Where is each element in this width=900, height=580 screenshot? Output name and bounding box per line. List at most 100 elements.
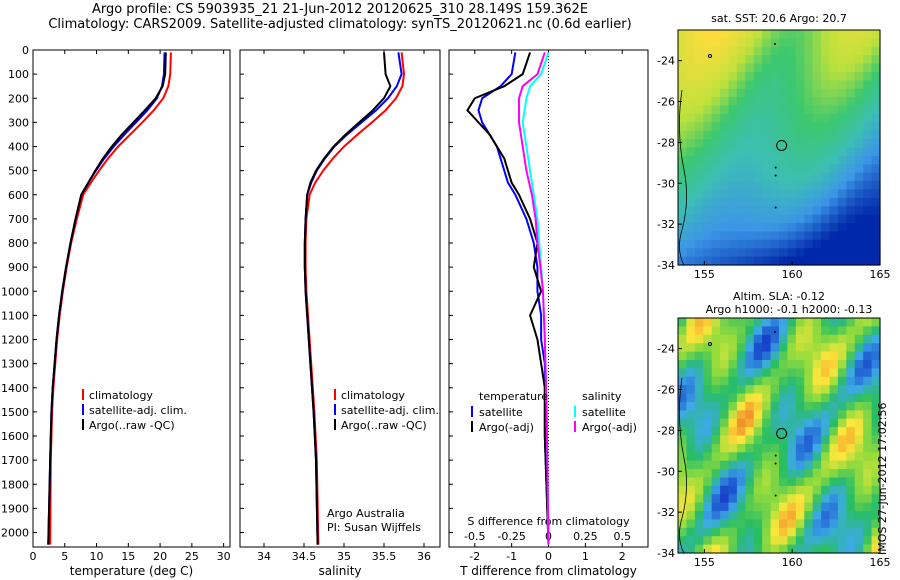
y-tick-label: 900 (8, 261, 29, 274)
x-tick-label: 34 (257, 550, 271, 563)
coastline (679, 377, 687, 554)
x-tick-label: 155 (694, 268, 715, 281)
x-tick-label: 34.5 (292, 550, 317, 563)
y-tick-label: 100 (8, 68, 29, 81)
argo-position-marker (776, 139, 788, 151)
top-axis-tick-label: 0.25 (573, 530, 598, 543)
y-tick-label: -30 (657, 177, 675, 190)
series-line (47, 52, 167, 545)
plot-frame (239, 49, 441, 548)
y-tick-label: 1400 (1, 382, 29, 395)
map-frame (677, 317, 881, 554)
y-tick-label: 800 (8, 237, 29, 250)
x-tick-label: 160 (782, 556, 803, 569)
y-tick-label: 1200 (1, 334, 29, 347)
x-tick-label: 35 (337, 550, 351, 563)
series-line (303, 52, 392, 545)
legend-label: Argo(..raw -QC) (341, 419, 427, 432)
y-tick-label: 300 (8, 116, 29, 129)
x-tick-label: 25 (185, 550, 199, 563)
legend-label: Argo(..raw -QC) (89, 419, 175, 432)
legend-label: satellite-adj. clim. (89, 404, 187, 417)
x-tick-label: 155 (694, 556, 715, 569)
y-tick-label: 600 (8, 189, 29, 202)
x-tick-label: 165 (870, 268, 891, 281)
plot-frame (448, 49, 649, 548)
coastline (679, 89, 687, 266)
x-tick-label: 15 (121, 550, 135, 563)
x-axis-label: salinity (318, 564, 361, 578)
panel-temperature: 0 5 10 15 20 25 300100200300400500600700800900… (1, 44, 231, 578)
y-tick-label: -24 (657, 343, 675, 356)
panel-salinity: 34 34.5 35 35.5 36 salinity climatology satelli… (239, 49, 441, 578)
annotation-line2: PI: Susan Wijffels (327, 521, 421, 534)
x-axis-label: T difference from climatology (459, 564, 637, 578)
y-tick-label: 700 (8, 213, 29, 226)
legend-label: satellite (582, 406, 626, 419)
y-tick-label: -30 (657, 465, 675, 478)
track-dot (708, 54, 712, 58)
series-line (518, 52, 550, 545)
y-tick-label: 1100 (1, 309, 29, 322)
legend-label: satellite-adj. clim. (341, 404, 439, 417)
y-tick-label: 0 (22, 44, 29, 57)
top-axis-tick-label: -0.25 (497, 530, 525, 543)
legend-label: satellite (479, 406, 523, 419)
track-dot (774, 166, 777, 169)
panel-sla-map: 155 160 165 -24 -26 -28 -30 -32 -34 (657, 317, 891, 569)
sla-map-subtitle: Argo h1000: -0.1 h2000: -0.13 (706, 303, 873, 316)
track-dot (774, 462, 777, 465)
y-tick-label: -28 (657, 424, 675, 437)
timestamp-stamp: IMOS 27-Jun-2012 17:02:56 (876, 402, 889, 555)
x-tick-label: 1 (582, 550, 589, 563)
y-tick-label: -24 (657, 55, 675, 68)
chart-title-line2: Climatology: CARS2009. Satellite-adjuste… (48, 17, 632, 32)
x-tick-label: -1 (506, 550, 517, 563)
x-tick-label: 10 (90, 550, 104, 563)
y-tick-label: 1500 (1, 406, 29, 419)
x-tick-label: 20 (153, 550, 167, 563)
x-tick-label: 0 (30, 550, 37, 563)
argo-position-marker (776, 427, 788, 439)
annotation-line1: Argo Australia (327, 507, 405, 520)
y-tick-label: -34 (657, 547, 675, 560)
y-tick-label: -26 (657, 96, 675, 109)
legend-title-salinity: salinity (582, 390, 622, 403)
y-tick-label: -28 (657, 136, 675, 149)
top-axis-tick-label: 0.5 (613, 530, 631, 543)
legend-label: climatology (89, 389, 153, 402)
x-tick-label: 5 (61, 550, 68, 563)
track-dot (774, 331, 776, 333)
y-tick-label: 200 (8, 92, 29, 105)
series-line (466, 52, 550, 545)
y-tick-label: 1700 (1, 454, 29, 467)
y-tick-label: 400 (8, 141, 29, 154)
y-tick-label: 2000 (1, 527, 29, 540)
x-tick-label: 160 (782, 268, 803, 281)
y-tick-label: -32 (657, 506, 675, 519)
y-tick-label: 500 (8, 165, 29, 178)
y-tick-label: 1300 (1, 358, 29, 371)
sla-map-title: Altim. SLA: -0.12 (733, 290, 825, 303)
map-frame (677, 29, 881, 266)
track-dot (774, 454, 777, 457)
x-tick-label: -2 (469, 550, 480, 563)
x-tick-label: 36 (417, 550, 431, 563)
x-tick-label: 2 (619, 550, 626, 563)
legend-title-temperature: temperature (479, 390, 548, 403)
y-tick-label: 1800 (1, 478, 29, 491)
chart-title-line1: Argo profile: CS 5903935_21 21-Jun-2012 … (91, 2, 589, 17)
y-tick-label: -32 (657, 218, 675, 231)
track-dot (774, 43, 776, 45)
y-tick-label: -34 (657, 259, 675, 272)
series-line (477, 52, 550, 545)
y-tick-label: 1600 (1, 430, 29, 443)
track-dot (774, 494, 777, 497)
x-tick-label: 35.5 (372, 550, 397, 563)
x-tick-label: 0 (545, 550, 552, 563)
legend-label: Argo(-adj) (582, 421, 637, 434)
legend-label: climatology (341, 389, 405, 402)
x-axis-label: temperature (deg C) (70, 564, 193, 578)
track-dot (774, 174, 777, 177)
